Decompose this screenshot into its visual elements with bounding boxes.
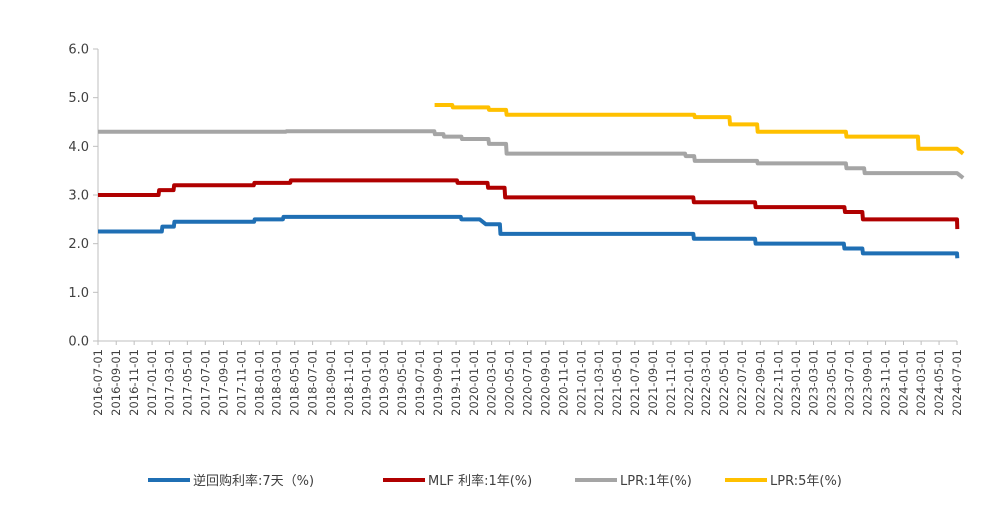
x-tick-label: 2022-11-01: [771, 349, 785, 416]
x-tick-label: 2019-03-01: [377, 349, 391, 416]
legend-label-4: LPR:5年(%): [770, 474, 842, 489]
x-tick-label: 2023-05-01: [824, 349, 838, 416]
x-tick-label: 2022-07-01: [735, 349, 749, 416]
legend: 逆回购利率:7天（%) MLF 利率:1年(%) LPR:1年(%) LPR:5年(%…: [148, 473, 842, 489]
x-tick-label: 2023-11-01: [879, 349, 893, 416]
x-tick-label: 2024-01-01: [896, 349, 910, 416]
y-tick-label: 5.0: [68, 91, 89, 106]
x-tick-label: 2022-05-01: [717, 349, 731, 416]
x-tick-label: 2023-07-01: [842, 349, 856, 416]
x-tick-label: 2016-07-01: [91, 349, 105, 416]
legend-label-3: LPR:1年(%): [620, 474, 692, 489]
x-tick-label: 2023-03-01: [807, 349, 821, 416]
x-tick-label: 2024-03-01: [914, 349, 928, 416]
axes: [97, 49, 957, 342]
legend-label-1: 逆回购利率:7天（%): [193, 473, 314, 489]
x-tick-label: 2024-07-01: [950, 349, 964, 416]
x-tick-label: 2022-03-01: [699, 349, 713, 416]
x-tick-label: 2020-11-01: [557, 349, 571, 416]
x-tick-label: 2021-11-01: [664, 349, 678, 416]
legend-label-2: MLF 利率:1年(%): [428, 473, 532, 489]
x-tick-label: 2021-03-01: [592, 349, 606, 416]
x-tick-label: 2017-07-01: [198, 349, 212, 416]
x-tick-label: 2020-07-01: [521, 349, 535, 416]
x-tick-label: 2017-05-01: [180, 349, 194, 416]
series-line-1: [98, 214, 960, 259]
x-tick-label: 2019-05-01: [395, 349, 409, 416]
x-tick-label: 2020-01-01: [467, 349, 481, 416]
x-tick-label: 2018-07-01: [306, 349, 320, 416]
series-line-2: [98, 178, 960, 230]
x-tick-label: 2019-01-01: [360, 349, 374, 416]
x-tick-label: 2023-01-01: [789, 349, 803, 416]
x-tick-label: 2021-09-01: [646, 349, 660, 416]
x-tick-label: 2019-09-01: [431, 349, 445, 416]
x-tick-label: 2023-09-01: [861, 349, 875, 416]
x-tick-label: 2021-01-01: [575, 349, 589, 416]
x-tick-label: 2020-05-01: [503, 349, 517, 416]
x-tick-label: 2018-09-01: [324, 349, 338, 416]
x-tick-label: 2020-03-01: [485, 349, 499, 416]
y-axis-ticks: 0.0 1.0 2.0 3.0 4.0 5.0 6.0: [68, 43, 98, 350]
y-tick-label: 6.0: [68, 43, 89, 58]
y-tick-label: 2.0: [68, 237, 89, 252]
x-tick-label: 2017-09-01: [217, 349, 231, 416]
x-tick-label: 2018-05-01: [288, 349, 302, 416]
y-tick-label: 4.0: [68, 140, 89, 155]
x-tick-label: 2022-09-01: [753, 349, 767, 416]
x-tick-label: 2019-07-01: [413, 349, 427, 416]
y-tick-label: 0.0: [68, 335, 89, 350]
series-line-3: [98, 129, 965, 180]
x-tick-label: 2024-05-01: [932, 349, 946, 416]
x-tick-label: 2017-11-01: [234, 349, 248, 416]
series-lines: [98, 102, 965, 259]
x-tick-label: 2021-07-01: [628, 349, 642, 416]
x-tick-label: 2018-03-01: [270, 349, 284, 416]
x-tick-label: 2018-11-01: [342, 349, 356, 416]
x-tick-label: 2017-01-01: [145, 349, 159, 416]
x-tick-label: 2017-03-01: [162, 349, 176, 416]
x-tick-label: 2021-05-01: [610, 349, 624, 416]
x-tick-label: 2018-01-01: [252, 349, 266, 416]
x-tick-label: 2019-11-01: [449, 349, 463, 416]
x-tick-label: 2022-01-01: [682, 349, 696, 416]
x-axis-ticks: 2016-07-01 2016-09-01 2016-11-01 2017-01-01…: [91, 341, 964, 416]
x-tick-label: 2020-09-01: [539, 349, 553, 416]
series-line-4: [434, 102, 965, 156]
y-tick-label: 1.0: [68, 286, 89, 301]
y-tick-label: 3.0: [68, 189, 89, 204]
x-tick-label: 2016-11-01: [127, 349, 141, 416]
x-tick-label: 2016-09-01: [109, 349, 123, 416]
